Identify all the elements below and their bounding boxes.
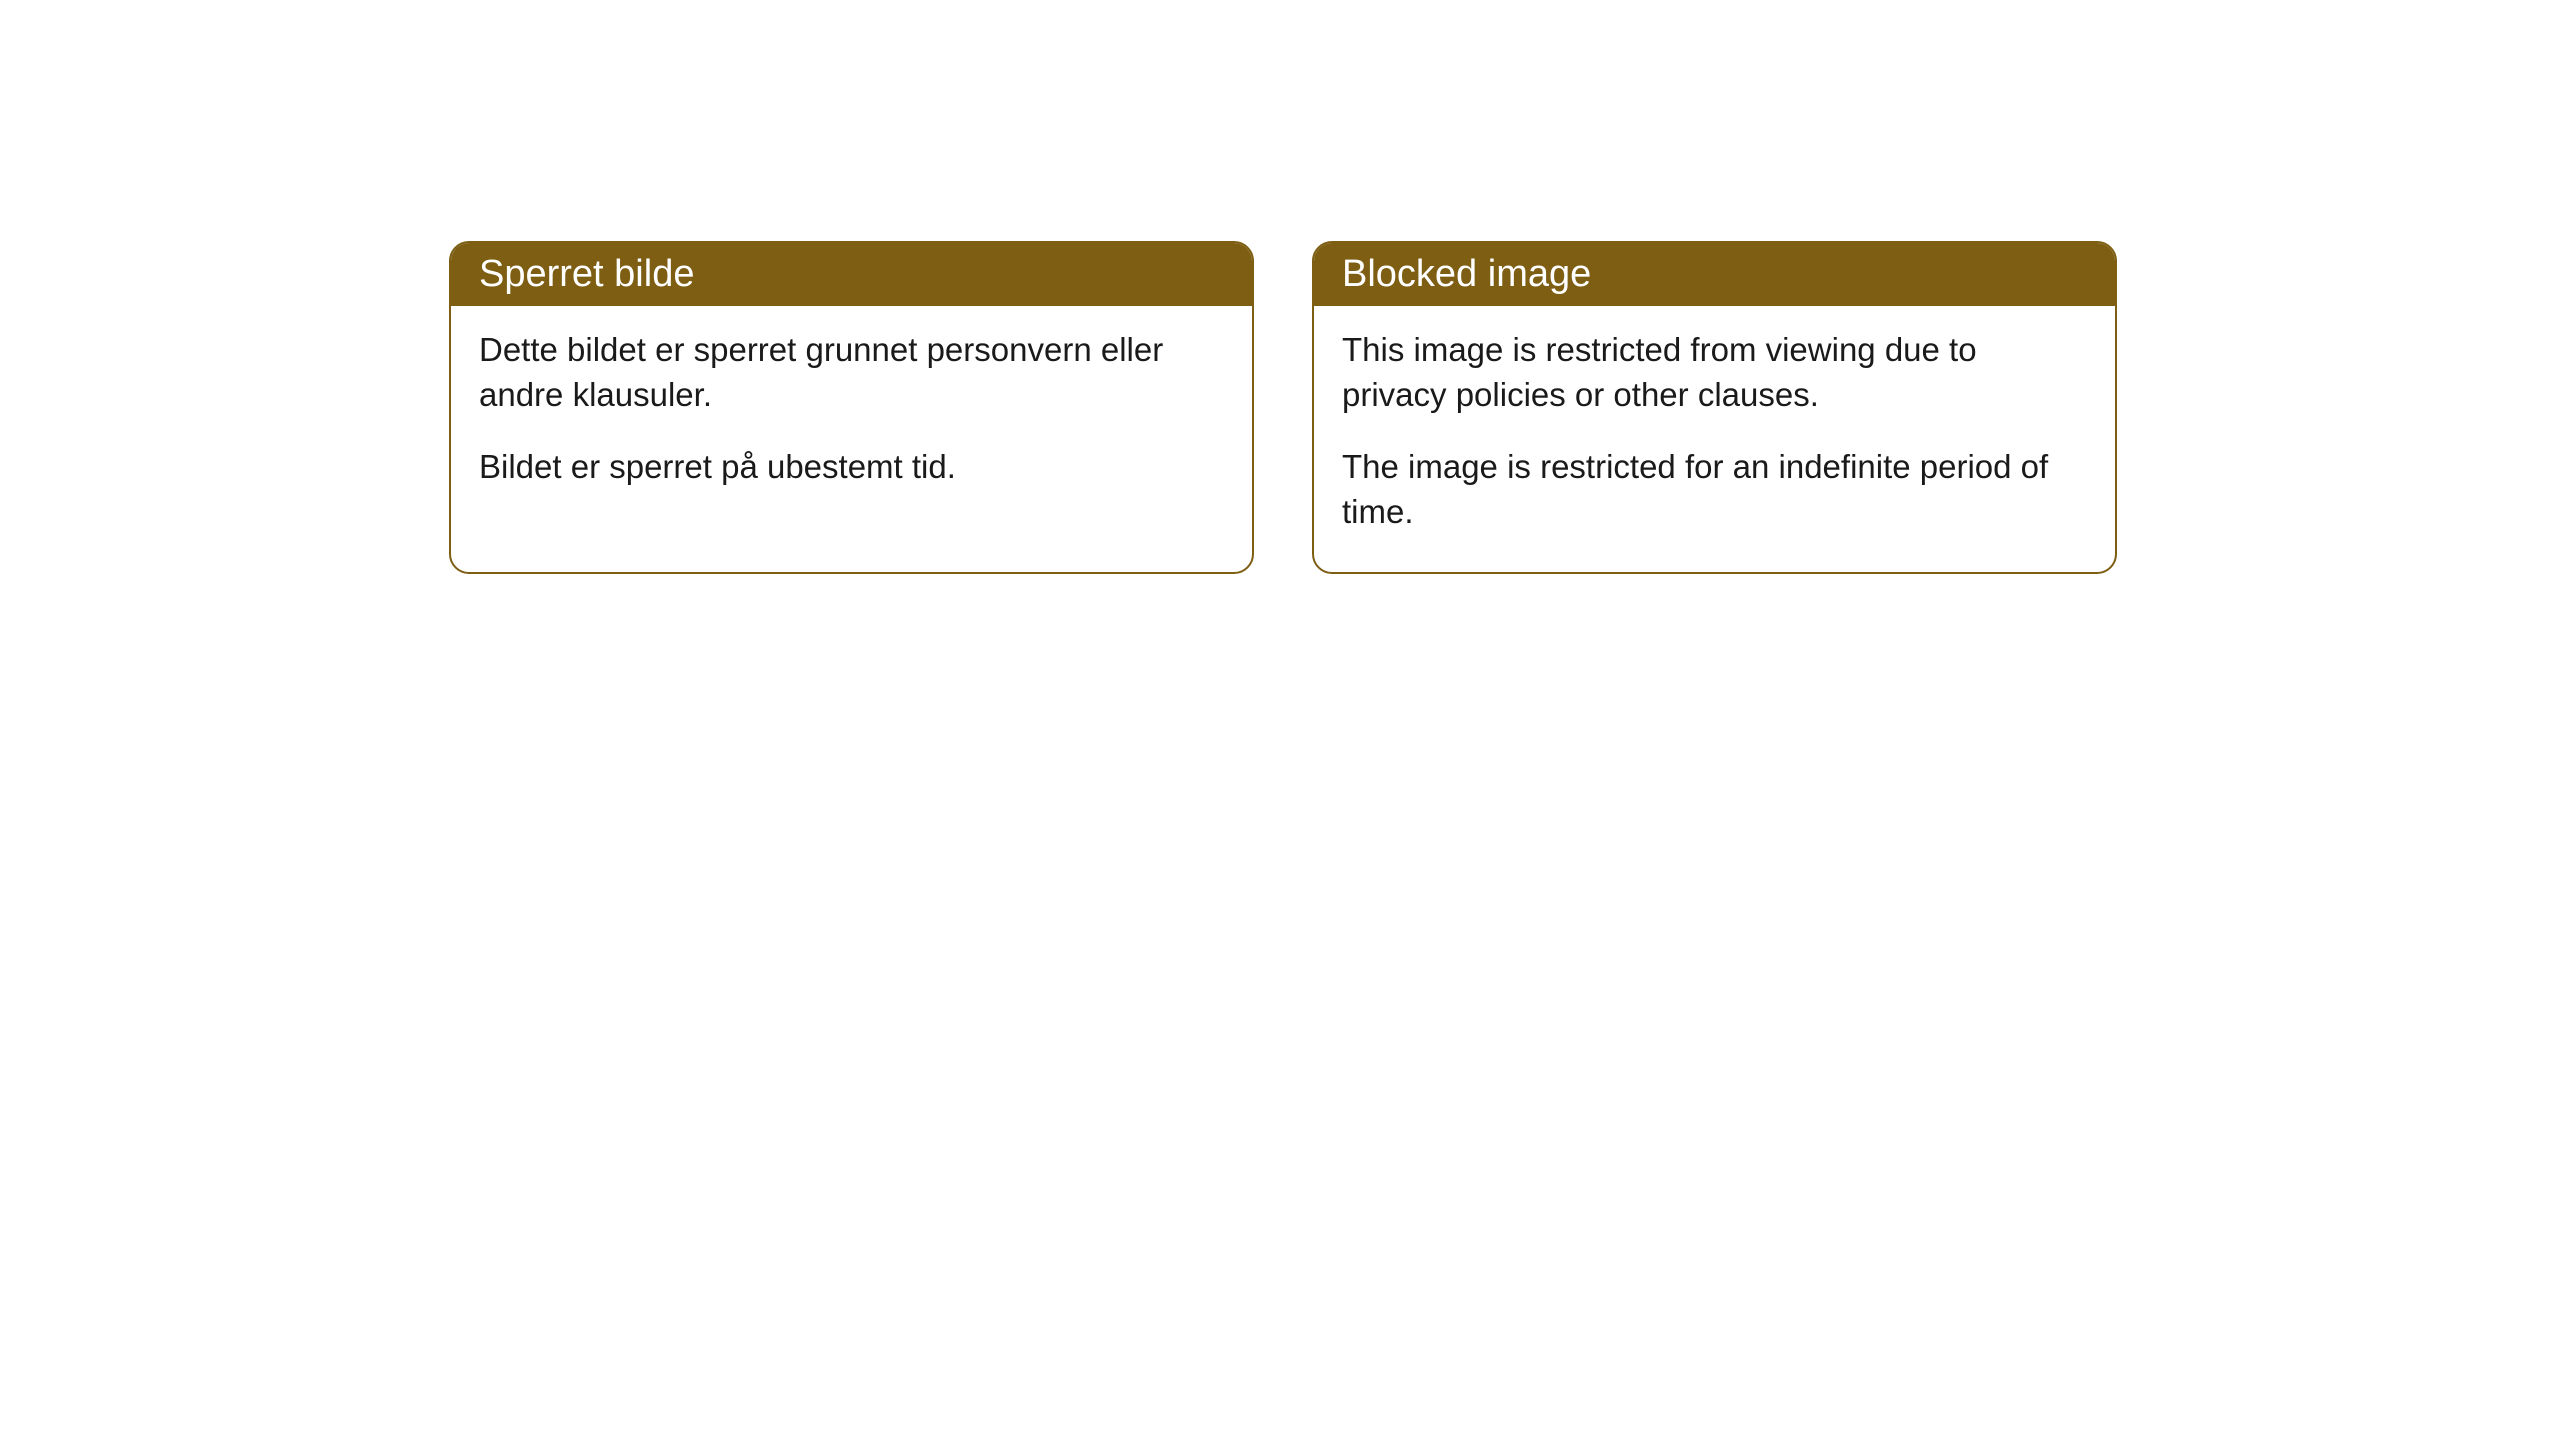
english-card: Blocked image This image is restricted f…	[1312, 241, 2117, 574]
norwegian-card: Sperret bilde Dette bildet er sperret gr…	[449, 241, 1254, 574]
norwegian-card-header: Sperret bilde	[451, 243, 1252, 306]
cards-container: Sperret bilde Dette bildet er sperret gr…	[449, 241, 2117, 574]
norwegian-card-body: Dette bildet er sperret grunnet personve…	[451, 306, 1252, 528]
english-paragraph-1: This image is restricted from viewing du…	[1342, 328, 2087, 417]
english-card-body: This image is restricted from viewing du…	[1314, 306, 2115, 572]
english-card-header: Blocked image	[1314, 243, 2115, 306]
english-paragraph-2: The image is restricted for an indefinit…	[1342, 445, 2087, 534]
norwegian-paragraph-2: Bildet er sperret på ubestemt tid.	[479, 445, 1224, 490]
norwegian-paragraph-1: Dette bildet er sperret grunnet personve…	[479, 328, 1224, 417]
